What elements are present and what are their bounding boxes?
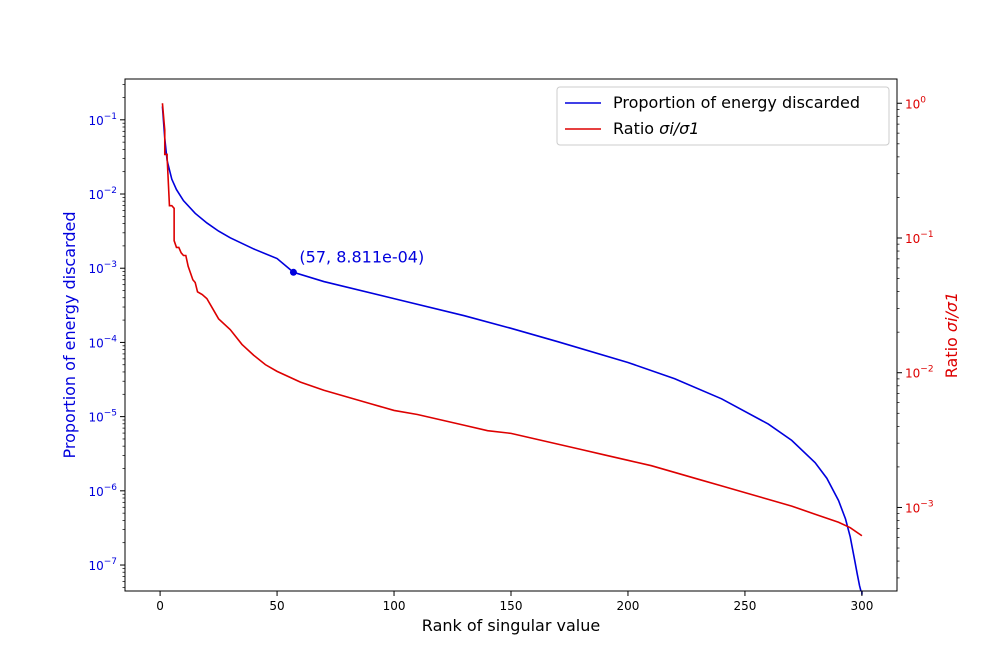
legend-label-ratio: Ratio σi/σ1 xyxy=(613,119,699,138)
y-left-tick-label: 10−1 xyxy=(88,112,117,128)
y-right-tick-label: 10−3 xyxy=(905,499,934,515)
y-right-axis-title: Ratio σi/σ1 xyxy=(942,292,961,378)
x-tick-label: 100 xyxy=(383,599,406,613)
annotation-point xyxy=(289,268,297,276)
x-tick-label: 200 xyxy=(617,599,640,613)
plot-frame xyxy=(124,78,898,592)
x-tick-label: 0 xyxy=(156,599,164,613)
y-left-tick-label: 10−7 xyxy=(88,557,117,573)
legend-box xyxy=(556,86,890,146)
x-tick-label: 150 xyxy=(500,599,523,613)
y-left-tick-label: 10−2 xyxy=(88,186,117,202)
x-tick-label: 50 xyxy=(269,599,284,613)
y-left-tick-label: 10−5 xyxy=(88,409,117,425)
y-left-tick-label: 10−3 xyxy=(88,260,117,276)
x-tick-label: 300 xyxy=(850,599,873,613)
y-right-tick-label: 10−2 xyxy=(905,365,934,381)
x-axis-title: Rank of singular value xyxy=(422,616,600,635)
y-left-tick-label: 10−4 xyxy=(88,334,117,350)
y-right-tick-label: 100 xyxy=(905,95,926,111)
series-line-ratio xyxy=(161,103,863,537)
annotation-label: (57, 8.811e-04) xyxy=(299,247,424,266)
x-tick-label: 250 xyxy=(733,599,756,613)
y-left-tick-label: 10−6 xyxy=(88,483,117,499)
y-right-tick-label: 10−1 xyxy=(905,230,934,246)
y-left-axis-title: Proportion of energy discarded xyxy=(60,212,79,459)
series-line-energy xyxy=(161,106,862,591)
legend-label-energy: Proportion of energy discarded xyxy=(613,93,860,112)
